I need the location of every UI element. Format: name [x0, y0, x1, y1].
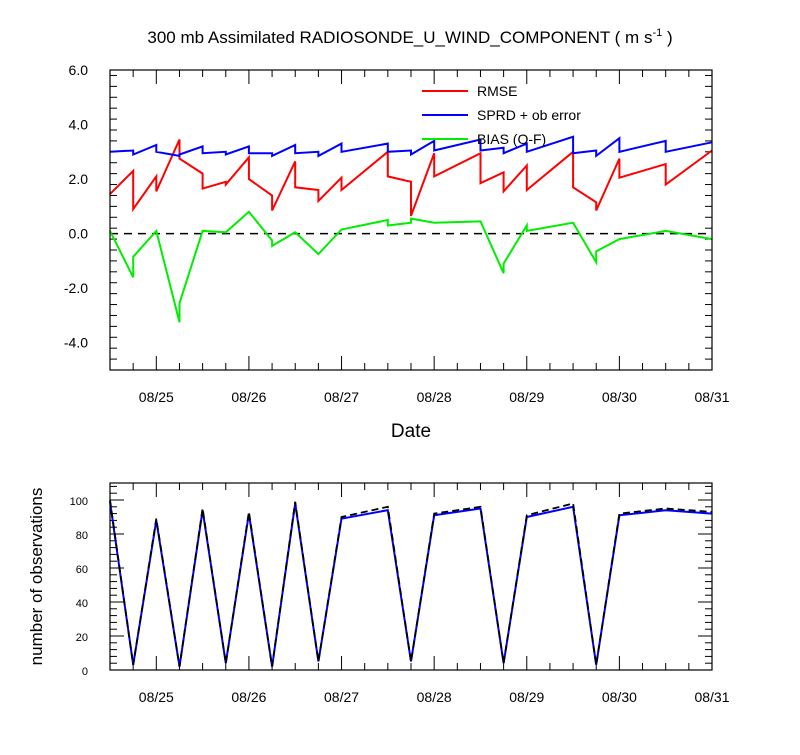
x-axis-label: Date [391, 421, 431, 442]
x-tick-label: 08/29 [509, 689, 544, 705]
plot-frame [109, 482, 713, 671]
y-tick-label: 20 [76, 632, 88, 644]
chart-title: 300 mb Assimilated RADIOSONDE_U_WIND_COM… [147, 27, 672, 47]
y-tick-label: 40 [76, 598, 88, 610]
x-tick-label: 08/27 [324, 689, 359, 705]
y-tick-label: 6.0 [69, 62, 89, 78]
chart-title-main: 300 mb Assimilated RADIOSONDE_U_WIND_COM… [147, 28, 652, 47]
y-tick-label: 2.0 [69, 171, 89, 187]
series-line-bias-o-f [109, 210, 713, 323]
legend-label: RMSE [477, 83, 517, 99]
chart-panel-2: 08/25 08/26 08/27 08/28 08/29 08/30 08/31 0 20 40… [27, 482, 730, 705]
y-tick-label: 4.0 [69, 117, 89, 133]
x-tick-label: 08/25 [139, 689, 174, 705]
x-tick-label: 08/31 [694, 389, 729, 405]
legend-label: BIAS (O-F) [477, 131, 546, 147]
x-tick-label: 08/27 [324, 389, 359, 405]
chart-title-end: ) [662, 28, 672, 47]
series-line-2 [109, 499, 713, 667]
tick-marks [109, 70, 713, 371]
x-tick-label: 08/30 [602, 689, 637, 705]
y-tick-label: 80 [76, 530, 88, 542]
series-line-sprd-ob-error [109, 135, 713, 158]
y-tick-label: -4.0 [64, 335, 88, 351]
y-tick-label: 60 [76, 564, 88, 576]
y-tick-label: 0.0 [69, 226, 89, 242]
x-tick-label: 08/28 [417, 389, 452, 405]
x-tick-label: 08/25 [139, 389, 174, 405]
chart-panel-1: 08/25 08/26 08/27 08/28 08/29 08/30 08/31 -4.0 -… [64, 27, 730, 442]
series-line-rmse [109, 139, 713, 217]
x-tick-label: 08/31 [694, 689, 729, 705]
legend: RMSE SPRD + ob error BIAS (O-F) [422, 83, 581, 147]
x-tick-label: 08/28 [417, 689, 452, 705]
y-tick-label: 100 [70, 496, 88, 508]
tick-marks [109, 483, 713, 671]
x-tick-label: 08/29 [509, 389, 544, 405]
plot-frame [109, 69, 713, 371]
y-tick-label: -2.0 [64, 280, 88, 296]
y-tick-label: 0 [82, 666, 88, 678]
y-axis-label: number of observations [27, 488, 46, 666]
chart-title-sup: -1 [652, 27, 662, 39]
legend-label: SPRD + ob error [477, 107, 581, 123]
x-tick-label: 08/30 [602, 389, 637, 405]
x-tick-label: 08/26 [231, 389, 266, 405]
x-tick-label: 08/26 [231, 689, 266, 705]
